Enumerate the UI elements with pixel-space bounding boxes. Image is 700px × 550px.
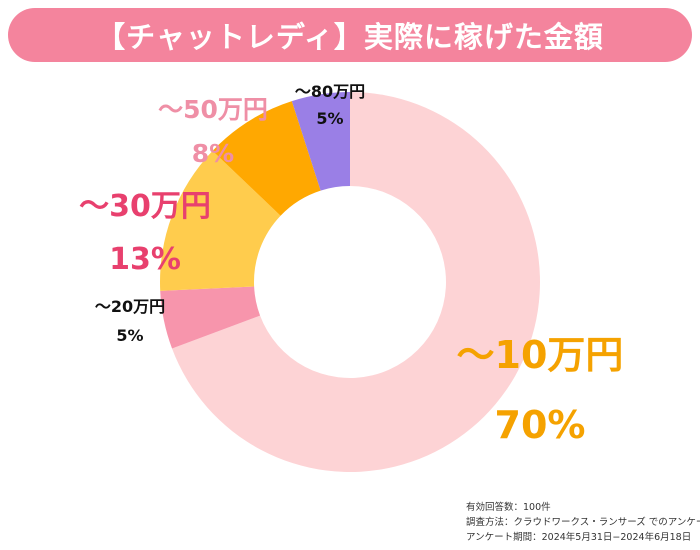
footnote-respondents: 有効回答数：100件 [466, 502, 551, 513]
slice-value-label-4: 5% [316, 109, 343, 128]
donut-slice-0 [172, 92, 540, 473]
slice-category-label-2: 〜30万円 [79, 189, 211, 224]
slice-category-label-0: 〜10万円 [457, 333, 624, 377]
chart-title: 【チャットレディ】実際に稼げた金額 [96, 20, 604, 54]
donut-slice-2 [160, 150, 281, 291]
donut-slice-4 [291, 92, 350, 191]
footnote-method: 調査方法：クラウドワークス・ランサーズ でのアンケート [466, 517, 700, 528]
title-banner: 【チャットレディ】実際に稼げた金額 [8, 8, 692, 62]
donut-slice-3 [212, 101, 321, 216]
donut-slices [160, 92, 540, 473]
slice-value-label-0: 70% [495, 403, 586, 447]
slice-value-label-3: 8% [192, 139, 234, 168]
slice-value-label-1: 5% [116, 326, 143, 345]
slice-category-label-1: 〜20万円 [95, 297, 165, 316]
slice-value-label-2: 13% [109, 242, 181, 277]
survey-footnote: 有効回答数：100件 調査方法：クラウドワークス・ランサーズ でのアンケート ア… [466, 500, 700, 545]
slice-category-label-3: 〜50万円 [158, 95, 268, 124]
slice-category-label-4: 〜80万円 [295, 82, 365, 101]
footnote-period: アンケート期間：2024年5月31日−2024年6月18日 [466, 532, 692, 543]
donut-slice-1 [160, 286, 261, 349]
donut-labels: 〜10万円 70% 〜20万円 5% 〜30万円 13% 〜50万円 8% 〜80万円 5% [79, 82, 623, 447]
